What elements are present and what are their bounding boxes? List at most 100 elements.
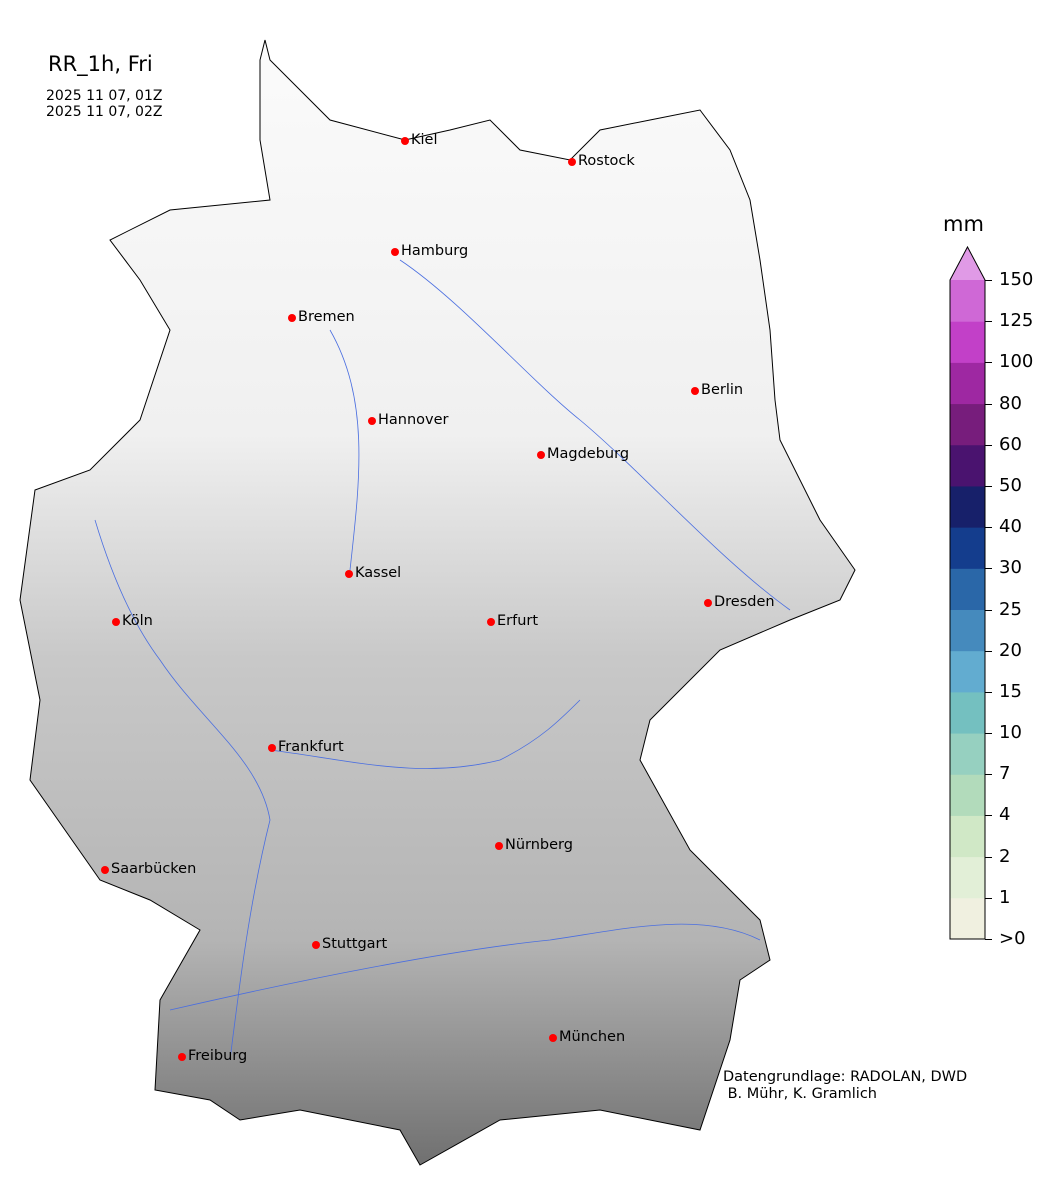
city-marker <box>345 570 353 578</box>
colorbar <box>949 245 986 940</box>
colorbar-segment <box>950 280 985 322</box>
colorbar-tick-label: 15 <box>999 680 1022 702</box>
colorbar-unit: mm <box>943 212 984 236</box>
colorbar-segment <box>950 691 985 734</box>
city-label: Kassel <box>355 565 402 581</box>
colorbar-segment <box>950 321 985 363</box>
colorbar-tick-label: 50 <box>999 474 1022 496</box>
map-title: RR_1h, Fri <box>48 52 153 76</box>
colorbar-tick-label: 4 <box>999 804 1011 826</box>
data-credit: Datengrundlage: RADOLAN, DWD B. Mühr, K.… <box>723 1069 968 1102</box>
colorbar-tick-label: 1 <box>999 886 1011 908</box>
colorbar-tick-label: 60 <box>999 433 1022 455</box>
colorbar-tick-mark <box>985 815 992 817</box>
colorbar-tick-mark <box>985 650 992 652</box>
colorbar-tick-label: 30 <box>999 557 1022 579</box>
city-marker <box>704 599 712 607</box>
colorbar-tick-label: 2 <box>999 845 1011 867</box>
city-marker <box>288 314 296 322</box>
city-label: Köln <box>122 613 153 629</box>
city-label: Hamburg <box>401 243 469 259</box>
river-rhine <box>94 519 271 1061</box>
rivers <box>94 259 791 1061</box>
colorbar-tick-mark <box>985 897 992 899</box>
city-label: München <box>559 1029 626 1045</box>
city-label: Hannover <box>378 412 449 428</box>
colorbar-tick-label: 40 <box>999 516 1022 538</box>
city-marker <box>549 1034 557 1042</box>
river-main <box>269 699 581 769</box>
colorbar-segment <box>950 774 985 816</box>
city-label: Bremen <box>298 309 355 325</box>
colorbar-tick-label: 20 <box>999 639 1022 661</box>
colorbar-tick-mark <box>985 527 992 529</box>
colorbar-frame <box>949 245 986 940</box>
river-elbe <box>399 259 791 611</box>
colorbar-segment <box>950 650 985 693</box>
colorbar-tick-mark <box>985 568 992 570</box>
colorbar-tick-mark <box>985 691 992 693</box>
colorbar-extend-arrow <box>950 247 985 280</box>
city-label: Saarbücken <box>111 861 197 877</box>
river-weser <box>329 329 360 571</box>
colorbar-tick-label: 150 <box>999 269 1034 290</box>
colorbar-tick-label: >0 <box>999 928 1026 949</box>
colorbar-segment <box>950 527 985 569</box>
city-marker <box>268 744 276 752</box>
colorbar-segment <box>950 485 985 528</box>
colorbar-segment <box>950 609 985 652</box>
city-marker <box>568 158 576 166</box>
colorbar-tick-label: 125 <box>999 310 1034 332</box>
colorbar-segment <box>950 856 985 899</box>
colorbar-tick-mark <box>985 774 992 776</box>
colorbar-tick-mark <box>985 280 992 281</box>
time-end: 2025 11 07, 02Z <box>46 104 163 120</box>
colorbar-tick-mark <box>985 362 992 364</box>
city-marker <box>112 618 120 626</box>
city-marker <box>368 417 376 425</box>
colorbar-tick-mark <box>985 403 992 405</box>
colorbar-tick-mark <box>985 444 992 446</box>
colorbar-tick-label: 100 <box>999 351 1034 373</box>
city-marker <box>401 137 409 145</box>
city-marker <box>537 451 545 459</box>
colorbar-tick-label: 10 <box>999 722 1022 744</box>
city-marker <box>178 1053 186 1061</box>
colorbar-tick-mark <box>985 321 992 323</box>
city-marker <box>101 866 109 874</box>
city-label: Rostock <box>578 153 635 169</box>
city-label: Dresden <box>714 594 775 610</box>
city-label: Nürnberg <box>505 837 573 853</box>
city-marker <box>495 842 503 850</box>
colorbar-segment <box>950 733 985 775</box>
city-label: Freiburg <box>188 1048 248 1064</box>
city-marker <box>691 387 699 395</box>
colorbar-segment <box>950 444 985 487</box>
colorbar-segment <box>950 568 985 610</box>
city-label: Magdeburg <box>547 446 630 462</box>
colorbar-tick-mark <box>985 609 992 611</box>
germany-outline <box>19 39 856 1166</box>
city-label: Stuttgart <box>322 936 388 952</box>
river-danube <box>169 923 761 1011</box>
colorbar-segment <box>950 362 985 405</box>
colorbar-tick-label: 7 <box>999 763 1011 785</box>
city-label: Frankfurt <box>278 739 344 755</box>
city-label: Berlin <box>701 382 744 398</box>
colorbar-tick-label: 25 <box>999 598 1022 620</box>
city-label: Erfurt <box>497 613 539 629</box>
colorbar-tick-mark <box>985 856 992 858</box>
colorbar-segment <box>950 897 985 940</box>
colorbar-tick-mark <box>985 485 992 487</box>
time-start: 2025 11 07, 01Z <box>46 88 163 104</box>
city-marker <box>312 941 320 949</box>
colorbar-tick-mark <box>985 939 992 940</box>
city-marker <box>391 248 399 256</box>
colorbar-tick-label: 80 <box>999 392 1022 414</box>
colorbar-tick-mark <box>985 733 992 735</box>
colorbar-segment <box>950 403 985 446</box>
city-label: Kiel <box>411 132 438 148</box>
colorbar-segment <box>950 815 985 858</box>
